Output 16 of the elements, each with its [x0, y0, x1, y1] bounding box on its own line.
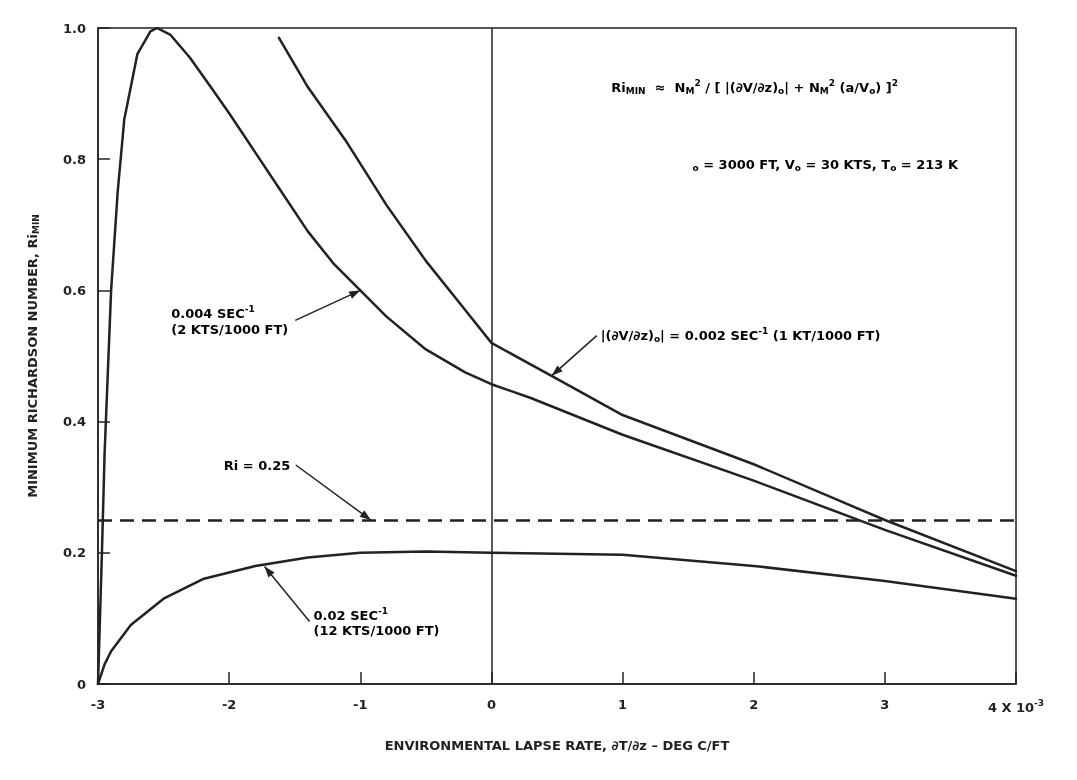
y-tick-label: 0.8 [62, 151, 86, 167]
x-tick-label: -1 [353, 697, 368, 712]
x-tick-label: 0 [486, 697, 496, 712]
y-tick-label: 0.4 [62, 414, 86, 430]
y-tick-label: 0.2 [62, 545, 86, 561]
y-axis-title: MINIMUM RICHARDSON NUMBER, RiMIN [24, 214, 41, 498]
x-axis-title: ENVIRONMENTAL LAPSE RATE, ∂T/∂z – DEG C/FT [384, 738, 730, 753]
x-tick-label: 3 [880, 697, 890, 712]
y-tick-label: 0 [76, 676, 86, 692]
x-tick-label: -2 [221, 697, 237, 712]
x-tick-label: 1 [618, 697, 628, 712]
annotation: Ri = 0.25 [223, 457, 291, 473]
y-tick-label: 0.6 [62, 282, 86, 298]
y-tick-label: 1.0 [62, 20, 86, 36]
x-tick-label: -3 [90, 697, 106, 712]
x-tick-label: 2 [749, 697, 759, 712]
